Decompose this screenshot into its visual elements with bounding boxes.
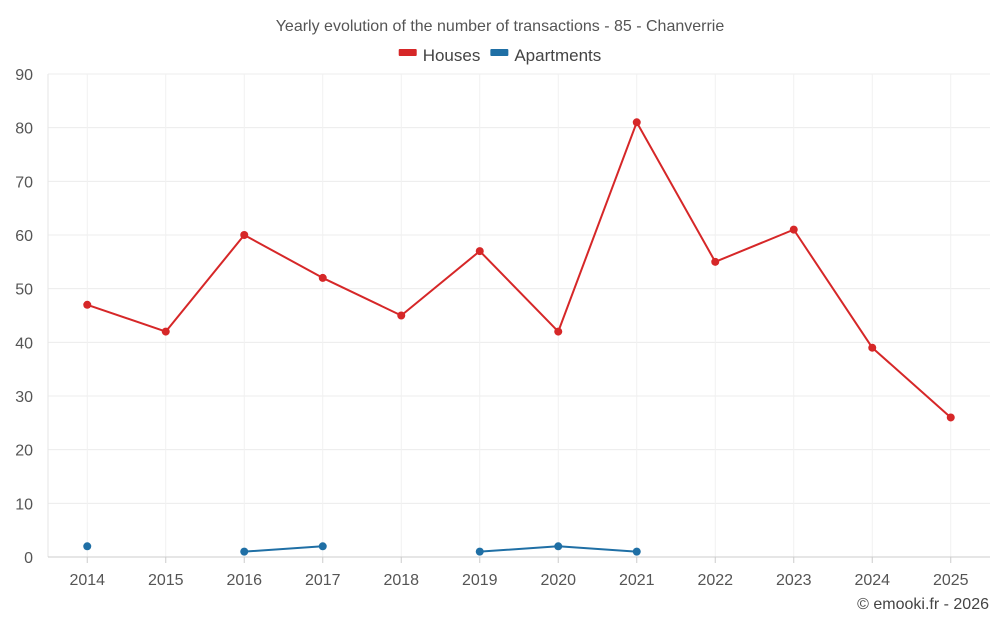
x-tick-label: 2015	[148, 572, 184, 589]
y-tick-label: 50	[15, 282, 33, 299]
series-line-segment	[321, 276, 403, 317]
y-tick-label: 30	[15, 389, 33, 406]
x-tick-label: 2018	[383, 572, 419, 589]
x-tick-label: 2016	[226, 572, 262, 589]
data-point[interactable]	[632, 118, 641, 127]
series-line-segment	[714, 228, 795, 263]
x-tick-label: 2019	[462, 572, 498, 589]
legend-swatch	[398, 49, 417, 56]
data-point[interactable]	[868, 343, 877, 352]
legend-label: Apartments	[514, 46, 601, 65]
series-line-segment	[164, 234, 246, 333]
legend: Houses Apartments	[398, 46, 601, 65]
x-tick-label: 2020	[540, 572, 576, 589]
series-layer	[83, 118, 955, 556]
data-point[interactable]	[318, 542, 327, 551]
series-houses	[83, 118, 955, 422]
x-tick-label: 2022	[697, 572, 733, 589]
data-point[interactable]	[789, 225, 798, 234]
data-point[interactable]	[711, 257, 720, 266]
data-point[interactable]	[240, 231, 249, 239]
series-line-segment	[557, 545, 638, 553]
series-line-segment	[243, 545, 324, 553]
series-line-segment	[871, 346, 952, 419]
data-point[interactable]	[475, 547, 484, 556]
axes: 0 10 20 30 40 50 60 70 80 90 2014 2015 2016 2017 2018 2…	[15, 67, 990, 589]
y-tick-label: 80	[15, 121, 33, 138]
y-tick-label: 0	[24, 550, 33, 567]
grid	[48, 73, 990, 557]
series-line-segment	[478, 250, 560, 333]
chart-title: Yearly evolution of the number of transa…	[276, 18, 725, 35]
series-line-segment	[557, 121, 638, 333]
y-tick-label: 40	[15, 335, 33, 352]
data-point[interactable]	[397, 311, 406, 320]
data-point[interactable]	[240, 547, 249, 556]
x-tick-label: 2017	[305, 572, 341, 589]
y-tick-label: 10	[15, 496, 33, 513]
series-line-segment	[635, 121, 717, 263]
series-line-segment	[792, 228, 874, 349]
data-point[interactable]	[161, 327, 170, 336]
data-point[interactable]	[318, 273, 327, 282]
legend-item-apartments[interactable]: Apartments	[490, 46, 601, 65]
x-tick-label: 2023	[776, 572, 812, 589]
legend-label: Houses	[423, 46, 481, 65]
data-point[interactable]	[554, 542, 563, 551]
x-tick-label: 2014	[69, 572, 105, 589]
x-tick-label: 2021	[619, 572, 655, 589]
y-tick-label: 20	[15, 443, 33, 460]
series-line-segment	[243, 234, 324, 279]
series-line-segment	[478, 545, 560, 553]
series-line-segment	[400, 250, 481, 317]
series-apartments	[83, 542, 641, 556]
y-tick-label: 90	[15, 67, 33, 84]
data-point[interactable]	[554, 327, 563, 336]
data-point[interactable]	[83, 300, 92, 309]
y-tick-label: 60	[15, 228, 33, 245]
y-tick-label: 70	[15, 174, 33, 191]
data-point[interactable]	[946, 413, 955, 422]
data-point[interactable]	[632, 547, 641, 556]
data-point[interactable]	[475, 247, 484, 256]
credit-text: © emooki.fr - 2026	[857, 596, 989, 613]
series-line-segment	[86, 303, 167, 333]
x-tick-label: 2024	[854, 572, 890, 589]
data-point[interactable]	[83, 542, 92, 551]
x-tick-label: 2025	[933, 572, 969, 589]
legend-item-houses[interactable]: Houses	[398, 46, 481, 65]
legend-swatch	[490, 49, 509, 56]
